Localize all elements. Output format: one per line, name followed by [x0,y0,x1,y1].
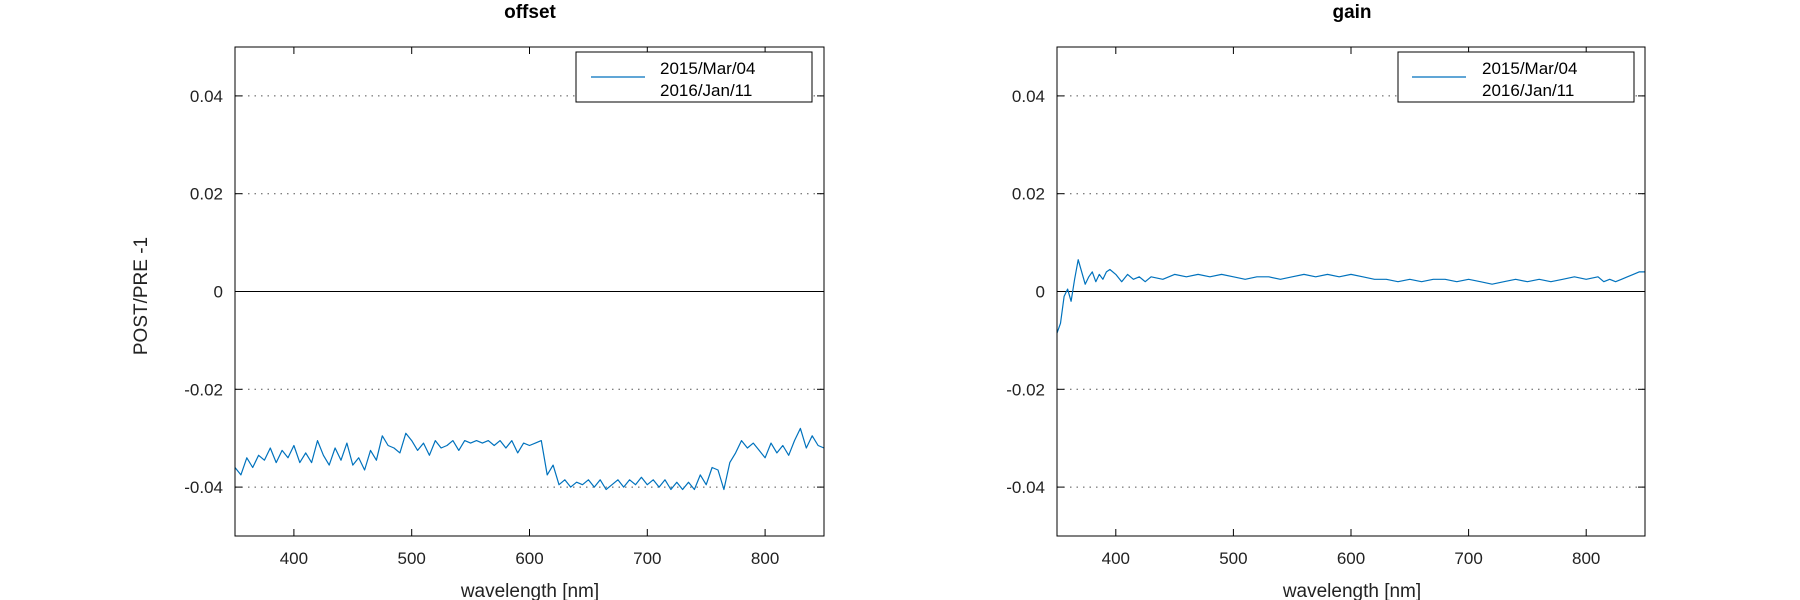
x-tick-label: 500 [398,549,426,568]
x-tick-label: 800 [1572,549,1600,568]
x-tick-label: 600 [515,549,543,568]
y-tick-labels: 0.04 0.02 0 -0.02 -0.04 [184,87,223,497]
gain-panel: gain 0.04 0.02 0 -0.02 -0.04 400 500 600 700 800… [1006,2,1646,600]
y-tick-label: 0 [214,283,223,302]
x-tick-labels: 400 500 600 700 800 [1102,549,1601,568]
grid-lines [235,95,824,488]
y-tick-label: -0.04 [184,478,223,497]
x-tick-labels: 400 500 600 700 800 [280,549,780,568]
y-tick-label: -0.02 [1006,380,1045,399]
x-tick-label: 500 [1219,549,1247,568]
series-lines [234,427,825,491]
series-line [1056,259,1645,334]
x-tick-label: 400 [1102,549,1130,568]
y-axis-label: POST/PRE -1 [131,237,152,355]
x-tick-label: 700 [633,549,661,568]
plot-frame [1056,46,1646,537]
x-axis-label: wavelength [nm] [1282,581,1421,600]
tick-marks [235,47,824,536]
x-tick-label: 700 [1454,549,1482,568]
y-tick-label: 0.04 [190,87,223,106]
y-tick-label: 0.02 [1012,185,1045,204]
y-tick-label: -0.02 [184,380,223,399]
legend-entry: 2016/Jan/11 [1482,81,1574,100]
x-tick-label: 800 [751,549,779,568]
plot-frame [234,46,825,537]
x-tick-label: 400 [280,549,308,568]
y-tick-label: 0.02 [190,185,223,204]
y-tick-labels: 0.04 0.02 0 -0.02 -0.04 [1006,87,1045,497]
legend: 2015/Mar/04 2016/Jan/11 [575,51,813,103]
chart-title: offset [504,2,556,23]
series-line [234,427,825,491]
y-tick-label: 0 [1036,283,1045,302]
chart-title: gain [1332,2,1371,23]
legend-entry: 2015/Mar/04 [660,59,755,78]
series-lines [1056,259,1645,334]
y-tick-label: 0.04 [1012,87,1045,106]
y-tick-label: -0.04 [1006,478,1045,497]
grid-lines [1057,95,1645,488]
legend: 2015/Mar/04 2016/Jan/11 [1397,51,1635,103]
x-tick-label: 600 [1337,549,1365,568]
legend-entry: 2015/Mar/04 [1482,59,1577,78]
x-axis-label: wavelength [nm] [460,581,599,600]
legend-entry: 2016/Jan/11 [660,81,752,100]
offset-panel: offset 0.04 0.02 0 -0.02 -0.04 400 500 600 700 8… [131,2,825,600]
